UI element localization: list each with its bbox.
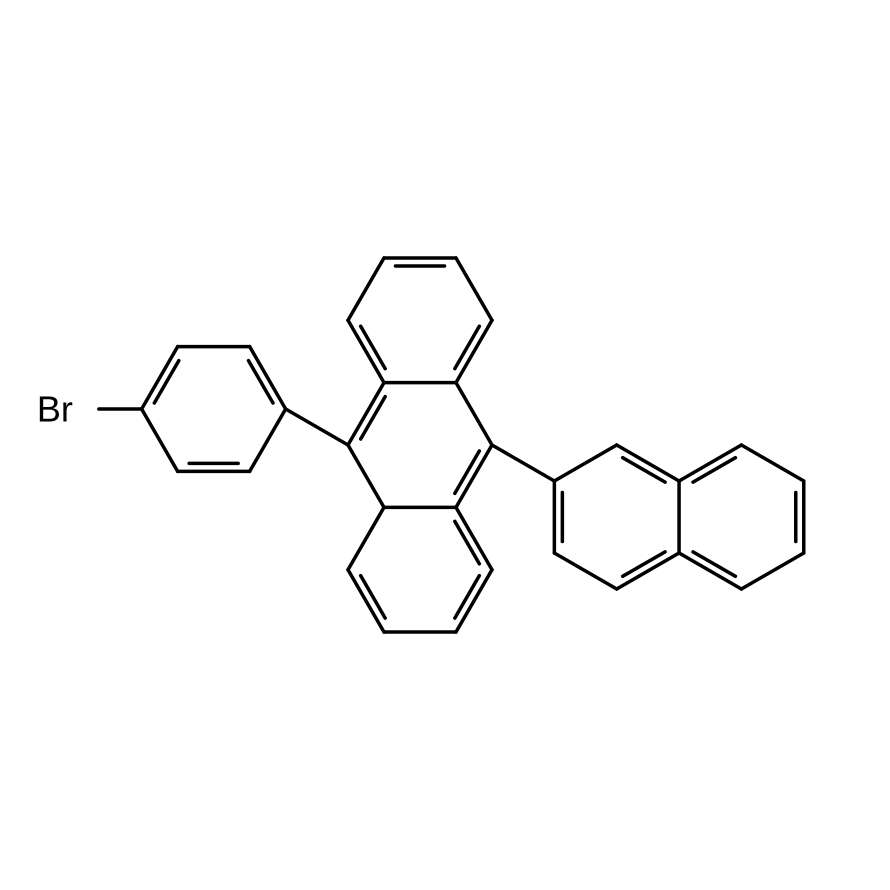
- molecule-structure: Br: [0, 0, 890, 890]
- molecule-svg: Br: [0, 0, 890, 890]
- bromine-atom-label: Br: [37, 389, 73, 430]
